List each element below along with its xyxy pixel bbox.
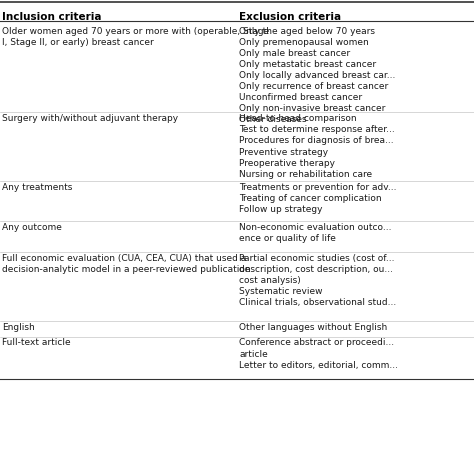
Text: Non-economic evaluation outco...
ence or quality of life: Non-economic evaluation outco... ence or… (239, 223, 392, 243)
Text: Inclusion criteria: Inclusion criteria (2, 12, 102, 22)
Text: Partial economic studies (cost of...
description, cost description, ou...
cost a: Partial economic studies (cost of... des… (239, 254, 397, 308)
Text: Treatments or prevention for adv...
Treating of cancer complication
Follow up st: Treatments or prevention for adv... Trea… (239, 183, 397, 214)
Text: Full economic evaluation (CUA, CEA, CUA) that used a
decision-analytic model in : Full economic evaluation (CUA, CEA, CUA)… (2, 254, 251, 274)
Text: Only the aged below 70 years
Only premenopausal women
Only male breast cancer
On: Only the aged below 70 years Only premen… (239, 27, 396, 124)
Text: English: English (2, 323, 35, 332)
Text: Any treatments: Any treatments (2, 183, 73, 192)
Text: Older women aged 70 years or more with (operable, Stage
I, Stage II, or early) b: Older women aged 70 years or more with (… (2, 27, 270, 46)
Text: Conference abstract or proceedi...
article
Letter to editors, editorial, comm...: Conference abstract or proceedi... artic… (239, 338, 398, 370)
Text: Any outcome: Any outcome (2, 223, 62, 232)
Text: Full-text article: Full-text article (2, 338, 71, 347)
Text: Head-to-head comparison
Test to determine response after...
Procedures for diagn: Head-to-head comparison Test to determin… (239, 114, 395, 179)
Text: Other languages without English: Other languages without English (239, 323, 388, 332)
Text: Exclusion criteria: Exclusion criteria (239, 12, 341, 22)
Text: Surgery with/without adjuvant therapy: Surgery with/without adjuvant therapy (2, 114, 179, 123)
